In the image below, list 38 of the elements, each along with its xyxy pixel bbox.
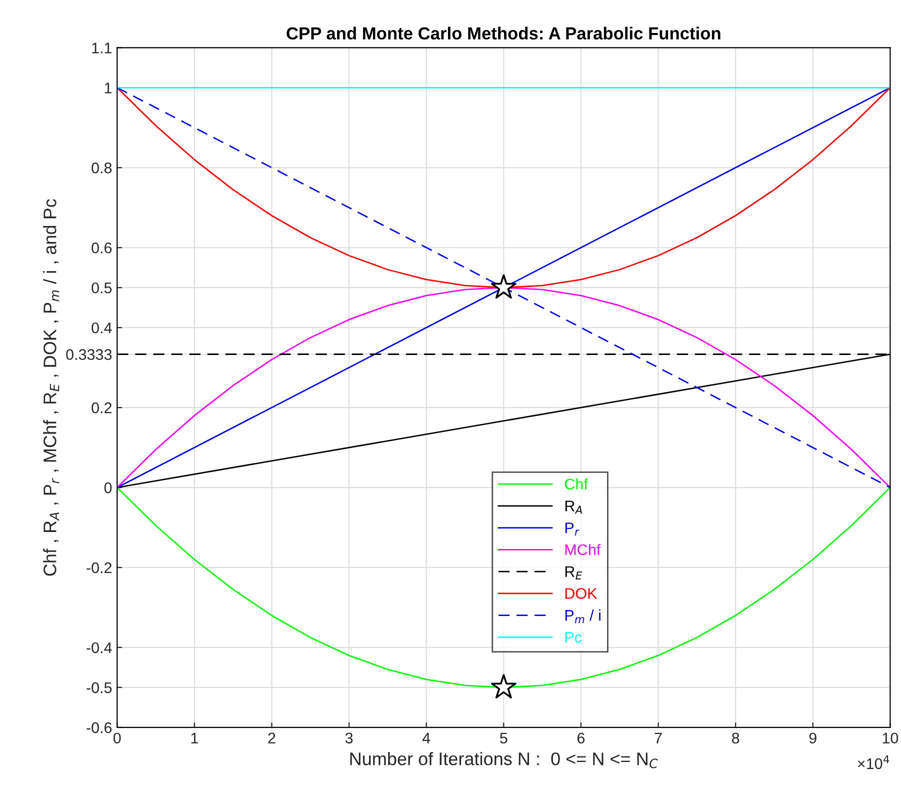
y-tick-label: 0.6 xyxy=(92,242,112,254)
y-tick-label: -0.4 xyxy=(86,642,112,654)
y-tick-label: 0.4 xyxy=(92,322,112,334)
x-tick-label: 10 xyxy=(882,732,898,744)
line-series xyxy=(117,86,890,288)
y-tick-label: -0.5 xyxy=(86,682,112,694)
text: Chf , R$_{A}$ , P$_{r}$ , MChf , R$_{E}$ , DOK , P$_{m}$ / i , and Pc xyxy=(43,199,60,576)
y-tick-label: 1.1 xyxy=(92,42,112,54)
legend-label: P$_{m}$ / i xyxy=(565,610,600,624)
legend-label: R$_{E}$ xyxy=(565,566,582,580)
x-tick-label: 0 xyxy=(113,732,121,744)
y-tick-label: 1 xyxy=(104,82,112,94)
text: ×10$^{4}$ xyxy=(858,755,890,770)
x-tick-label: 6 xyxy=(577,732,585,744)
x-tick-label: 5 xyxy=(500,732,508,744)
x-tick-label: 8 xyxy=(732,732,740,744)
y-tick-label: 0.2 xyxy=(92,402,112,414)
y-tick-label: -0.6 xyxy=(86,722,112,734)
legend-label: MChf xyxy=(565,544,601,556)
x-axis-title: Number of Iterations N : 0 <= N <= N$_{C}$ xyxy=(350,752,658,768)
x-tick-label: 1 xyxy=(191,732,198,744)
x-tick-label: 9 xyxy=(809,732,816,744)
legend-label: Chf xyxy=(564,478,588,490)
y-tick-label: 0.5 xyxy=(92,282,112,294)
legend-label: DOK xyxy=(565,588,598,599)
y-tick-label: -0.2 xyxy=(86,562,112,574)
x-tick-label: 3 xyxy=(345,732,353,744)
legend-label: Pc xyxy=(565,632,582,643)
line-series xyxy=(117,286,890,488)
x-tick-label: 4 xyxy=(422,732,430,744)
y-tick-label: 0.3333 xyxy=(66,349,112,360)
y-tick-label: 0.8 xyxy=(92,162,112,174)
chart-title: CPP and Monte Carlo Methods: A Parabolic Function xyxy=(286,26,720,40)
legend-label: P$_{r}$ xyxy=(565,522,580,536)
legend-label: R$_{A}$ xyxy=(565,500,582,514)
x-tick-label: 2 xyxy=(268,732,276,744)
x-tick-label: 7 xyxy=(654,732,662,744)
y-tick-label: 0 xyxy=(104,482,112,494)
